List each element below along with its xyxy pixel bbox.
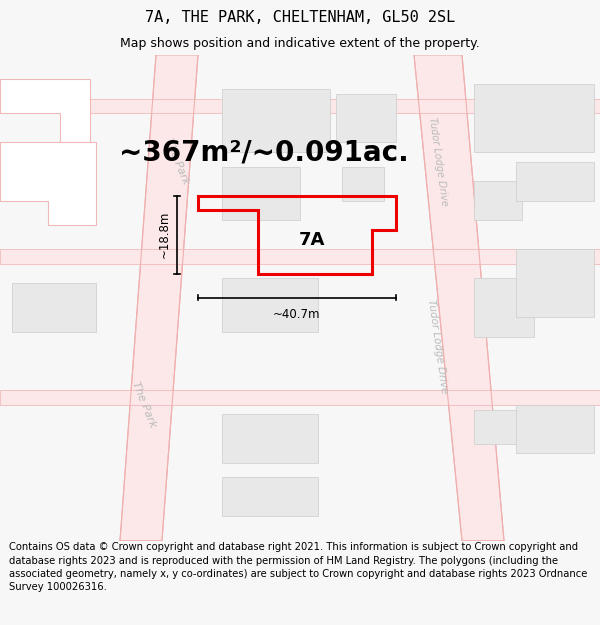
Text: Contains OS data © Crown copyright and database right 2021. This information is : Contains OS data © Crown copyright and d…	[9, 542, 587, 592]
Bar	[336, 94, 396, 142]
Polygon shape	[0, 249, 600, 264]
Text: The Park: The Park	[130, 380, 158, 429]
Polygon shape	[0, 142, 96, 225]
Bar	[474, 181, 522, 220]
Text: 7A: 7A	[299, 231, 325, 249]
Text: Tudor Lodge Drive: Tudor Lodge Drive	[427, 117, 449, 207]
Bar	[222, 167, 300, 220]
Bar	[222, 414, 318, 463]
Polygon shape	[120, 55, 198, 541]
Bar	[474, 84, 594, 152]
Text: The Park: The Park	[163, 138, 191, 186]
Bar	[222, 278, 318, 332]
Text: ~367m²/~0.091ac.: ~367m²/~0.091ac.	[119, 138, 409, 166]
Bar	[222, 89, 330, 152]
Polygon shape	[414, 55, 504, 541]
Bar	[474, 409, 534, 444]
Bar	[342, 167, 384, 201]
Text: Tudor Lodge Drive: Tudor Lodge Drive	[427, 299, 449, 394]
Polygon shape	[0, 99, 600, 113]
Text: 7A, THE PARK, CHELTENHAM, GL50 2SL: 7A, THE PARK, CHELTENHAM, GL50 2SL	[145, 10, 455, 25]
Bar	[222, 478, 318, 516]
Bar	[516, 404, 594, 453]
Polygon shape	[0, 79, 90, 142]
Text: Map shows position and indicative extent of the property.: Map shows position and indicative extent…	[120, 38, 480, 51]
Polygon shape	[0, 390, 600, 404]
Bar	[474, 278, 534, 337]
Text: ~40.7m: ~40.7m	[273, 308, 321, 321]
Text: ~18.8m: ~18.8m	[158, 211, 171, 258]
Bar	[516, 249, 594, 318]
Bar	[516, 162, 594, 201]
Bar	[12, 283, 96, 332]
